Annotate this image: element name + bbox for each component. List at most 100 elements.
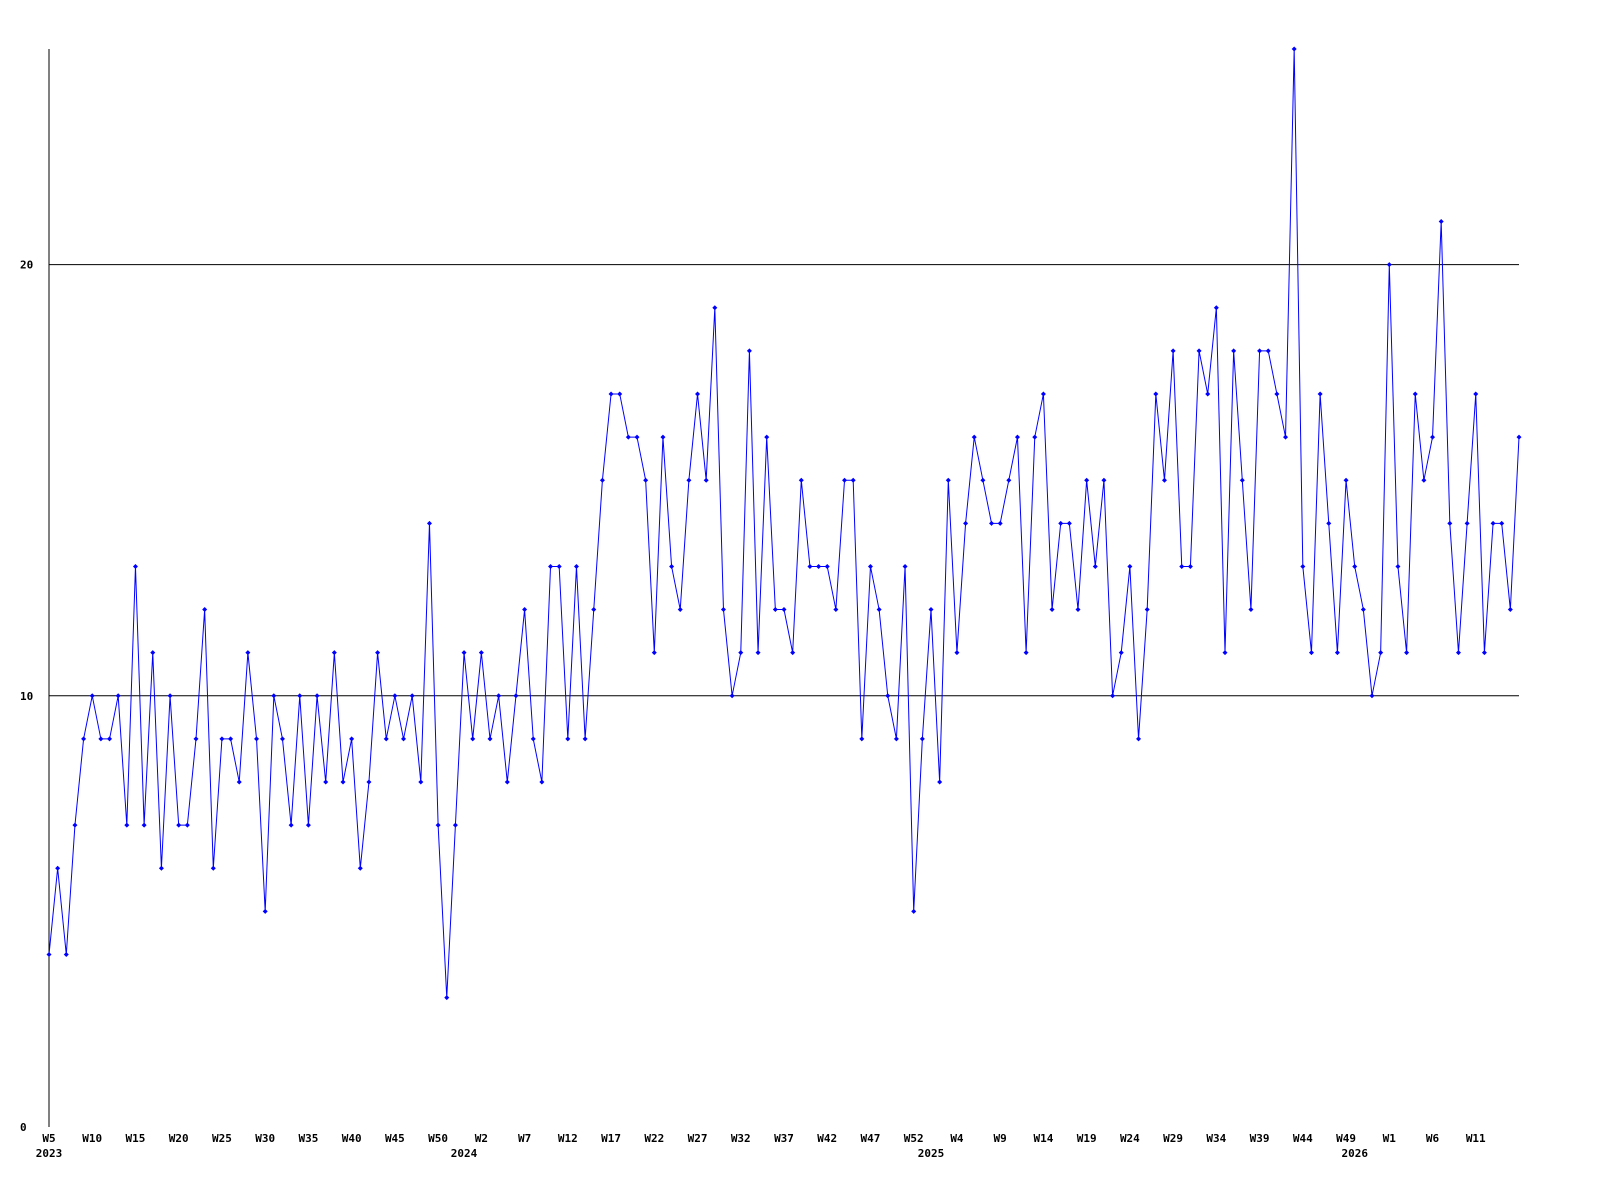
marker — [1430, 434, 1436, 440]
marker — [1144, 607, 1150, 613]
marker — [1473, 391, 1479, 397]
marker — [772, 607, 778, 613]
x-tick-label: W27 — [688, 1132, 708, 1145]
x-tick-label: W44 — [1293, 1132, 1313, 1145]
x-tick-label: W24 — [1120, 1132, 1140, 1145]
marker — [1326, 520, 1332, 526]
marker — [1352, 563, 1358, 569]
marker — [1187, 563, 1193, 569]
y-tick-label: 10 — [20, 690, 33, 703]
marker — [72, 822, 78, 828]
marker — [1161, 477, 1167, 483]
x-tick-label: W50 — [428, 1132, 448, 1145]
x-tick-label: W14 — [1033, 1132, 1053, 1145]
x-year-label: 2026 — [1341, 1147, 1368, 1160]
marker — [720, 607, 726, 613]
marker — [781, 607, 787, 613]
marker — [1274, 391, 1280, 397]
marker — [1378, 650, 1384, 656]
marker — [271, 693, 277, 699]
marker — [1499, 520, 1505, 526]
marker — [478, 650, 484, 656]
marker — [89, 693, 95, 699]
x-tick-label: W19 — [1077, 1132, 1097, 1145]
marker — [1110, 693, 1116, 699]
marker — [876, 607, 882, 613]
marker — [937, 779, 943, 785]
x-tick-label: W47 — [861, 1132, 881, 1145]
x-tick-label: W39 — [1250, 1132, 1270, 1145]
marker — [1507, 607, 1513, 613]
marker — [1118, 650, 1124, 656]
marker — [997, 520, 1003, 526]
marker — [158, 865, 164, 871]
marker — [816, 563, 822, 569]
marker — [297, 693, 303, 699]
marker — [1040, 391, 1046, 397]
marker — [1075, 607, 1081, 613]
marker — [573, 563, 579, 569]
marker — [729, 693, 735, 699]
marker — [1308, 650, 1314, 656]
marker — [1516, 434, 1522, 440]
x-tick-label: W11 — [1466, 1132, 1486, 1145]
marker — [850, 477, 856, 483]
marker — [859, 736, 865, 742]
marker — [1438, 218, 1444, 224]
marker — [669, 563, 675, 569]
marker — [599, 477, 605, 483]
marker — [1481, 650, 1487, 656]
marker — [210, 865, 216, 871]
marker — [55, 865, 61, 871]
x-tick-label: W34 — [1206, 1132, 1226, 1145]
marker — [392, 693, 398, 699]
marker — [945, 477, 951, 483]
marker — [1222, 650, 1228, 656]
marker — [184, 822, 190, 828]
x-tick-label: W30 — [255, 1132, 275, 1145]
marker — [461, 650, 467, 656]
marker — [496, 693, 502, 699]
marker — [435, 822, 441, 828]
marker — [1101, 477, 1107, 483]
marker — [1084, 477, 1090, 483]
marker — [1058, 520, 1064, 526]
marker — [746, 348, 752, 354]
marker — [1404, 650, 1410, 656]
marker — [1248, 607, 1254, 613]
marker — [115, 693, 121, 699]
marker — [963, 520, 969, 526]
marker — [81, 736, 87, 742]
marker — [634, 434, 640, 440]
marker — [625, 434, 631, 440]
marker — [409, 693, 415, 699]
marker — [798, 477, 804, 483]
marker — [340, 779, 346, 785]
x-tick-label: W25 — [212, 1132, 232, 1145]
marker — [1464, 520, 1470, 526]
marker — [107, 736, 113, 742]
x-tick-label: W45 — [385, 1132, 405, 1145]
marker — [1205, 391, 1211, 397]
marker — [513, 693, 519, 699]
marker — [1213, 305, 1219, 311]
x-tick-label: W7 — [518, 1132, 531, 1145]
marker — [228, 736, 234, 742]
x-tick-label: W5 — [42, 1132, 55, 1145]
marker — [530, 736, 536, 742]
x-year-label: 2023 — [36, 1147, 63, 1160]
marker — [971, 434, 977, 440]
x-tick-label: W37 — [774, 1132, 794, 1145]
marker — [1136, 736, 1142, 742]
marker — [331, 650, 337, 656]
marker — [1153, 391, 1159, 397]
marker — [911, 908, 917, 914]
marker — [807, 563, 813, 569]
marker — [1049, 607, 1055, 613]
marker — [1196, 348, 1202, 354]
marker — [314, 693, 320, 699]
marker — [1265, 348, 1271, 354]
marker — [617, 391, 623, 397]
marker — [677, 607, 683, 613]
marker — [504, 779, 510, 785]
